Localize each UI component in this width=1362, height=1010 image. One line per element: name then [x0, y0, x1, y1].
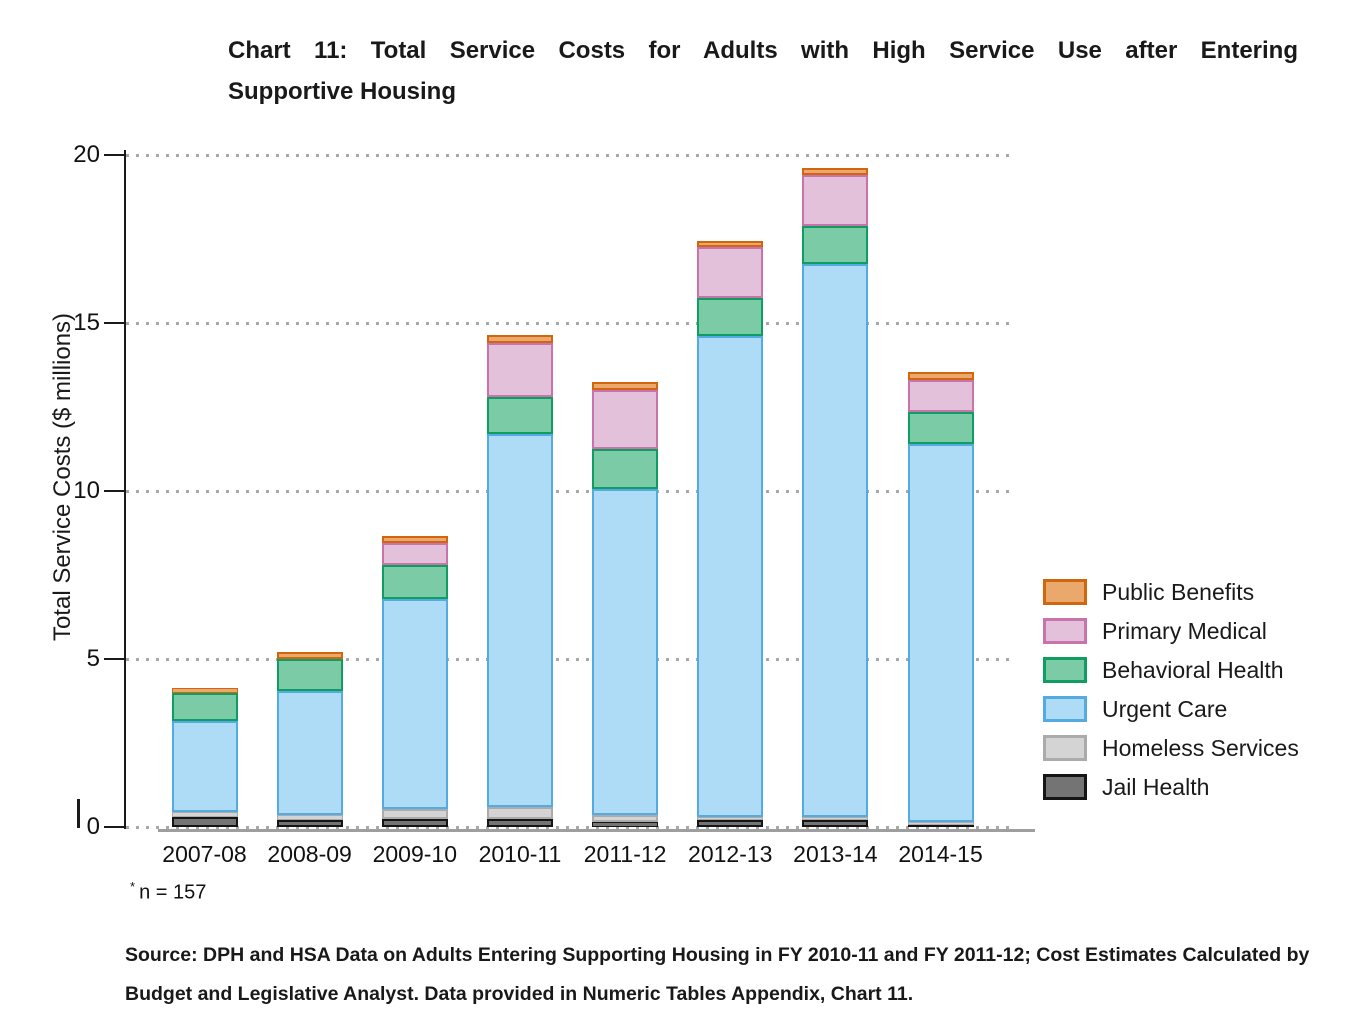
- bar-segment-urgent-care-2012-13: [697, 336, 764, 817]
- legend-label: Homeless Services: [1102, 734, 1299, 761]
- bar-segment-behavioral-health-2014-15: [907, 412, 974, 444]
- bar-segment-behavioral-health-2007-08: [171, 692, 238, 722]
- bar-segment-jail-health-2009-10: [381, 818, 448, 827]
- legend-label: Behavioral Health: [1102, 656, 1284, 683]
- bar-segment-jail-health-2008-09: [276, 820, 343, 827]
- bar-segment-homeless-services-2014-15: [907, 821, 974, 826]
- legend-swatch-icon: [1043, 579, 1087, 605]
- y-tick-label-0: 0: [86, 813, 100, 840]
- y-tick-label-10: 10: [73, 477, 100, 504]
- legend-swatch-icon: [1043, 696, 1087, 722]
- chart-title-line-2: Supportive Housing: [228, 78, 456, 105]
- bar-segment-urgent-care-2009-10: [381, 598, 448, 809]
- bar-segment-urgent-care-2007-08: [171, 721, 238, 812]
- bar-segment-urgent-care-2014-15: [907, 443, 974, 822]
- source-note: Source: DPH and HSA Data on Adults Enter…: [125, 944, 1310, 1005]
- bar-segment-public-benefits-2008-09: [276, 652, 343, 659]
- bar-segment-public-benefits-2011-12: [592, 381, 659, 391]
- y-tick-label-15: 15: [73, 309, 100, 336]
- sample-size-footnote: * n = 157: [130, 879, 206, 905]
- legend-label: Public Benefits: [1102, 578, 1255, 605]
- bar-segment-primary-medical-2014-15: [907, 380, 974, 413]
- legend-item-homeless-services: Homeless Services: [1043, 735, 1299, 761]
- legend-item-urgent-care: Urgent Care: [1043, 696, 1299, 722]
- y-tick-label-20: 20: [73, 141, 100, 168]
- x-tick-label-2008-09: 2008-09: [267, 841, 352, 867]
- bar-segment-primary-medical-2011-12: [592, 390, 659, 449]
- x-tick-label-2013-14: 2013-14: [793, 841, 878, 867]
- gridline-0: [126, 826, 1016, 829]
- legend-item-behavioral-health: Behavioral Health: [1043, 657, 1299, 683]
- bar-segment-public-benefits-2007-08: [171, 687, 238, 693]
- bar-segment-primary-medical-2012-13: [697, 247, 764, 298]
- bar-segment-homeless-services-2012-13: [697, 816, 764, 821]
- bar-segment-jail-health-2010-11: [486, 818, 553, 827]
- bar-segment-public-benefits-2012-13: [697, 240, 764, 248]
- y-tick-20: [104, 154, 124, 156]
- bar-segment-homeless-services-2009-10: [381, 808, 448, 819]
- bar-segment-homeless-services-2013-14: [802, 816, 869, 821]
- legend-label: Urgent Care: [1102, 695, 1228, 722]
- bar-segment-urgent-care-2011-12: [592, 489, 659, 816]
- chart-title: Chart 11: Total Service Costs for Adults…: [228, 30, 1298, 112]
- bar-segment-urgent-care-2010-11: [486, 433, 553, 807]
- legend-label: Jail Health: [1102, 773, 1210, 800]
- chart-legend: Public Benefits Primary Medical Behavioral…: [1043, 579, 1299, 800]
- bar-segment-homeless-services-2008-09: [276, 815, 343, 821]
- bar-segment-behavioral-health-2011-12: [592, 449, 659, 490]
- bar-segment-homeless-services-2010-11: [486, 806, 553, 819]
- x-tick-label-2010-11: 2010-11: [478, 841, 562, 867]
- footnote-text: n = 157: [139, 881, 207, 904]
- x-axis-line: [158, 829, 1035, 832]
- footnote-asterisk: *: [130, 879, 136, 894]
- bar-segment-behavioral-health-2009-10: [381, 564, 448, 599]
- bar-segment-urgent-care-2008-09: [276, 690, 343, 816]
- legend-item-jail-health: Jail Health: [1043, 774, 1299, 800]
- y-tick-5: [104, 658, 124, 660]
- bar-segment-jail-health-2011-12: [592, 821, 659, 827]
- legend-item-primary-medical: Primary Medical: [1043, 618, 1299, 644]
- bar-segment-behavioral-health-2012-13: [697, 297, 764, 337]
- bar-segment-public-benefits-2009-10: [381, 536, 448, 544]
- chart-title-line-1: Chart 11: Total Service Costs for Adults…: [228, 37, 1298, 64]
- legend-swatch-icon: [1043, 618, 1087, 644]
- legend-label: Primary Medical: [1102, 617, 1267, 644]
- legend-swatch-icon: [1043, 657, 1087, 683]
- gridline-10: [126, 490, 1016, 493]
- y-tick-15: [104, 322, 124, 324]
- legend-swatch-icon: [1043, 774, 1087, 800]
- axis-origin-stub: [77, 799, 80, 828]
- bar-segment-jail-health-2013-14: [802, 820, 869, 827]
- bar-segment-behavioral-health-2008-09: [276, 659, 343, 691]
- bar-segment-public-benefits-2010-11: [486, 334, 553, 344]
- y-tick-label-5: 5: [86, 645, 100, 672]
- bar-segment-behavioral-health-2010-11: [486, 396, 553, 434]
- gridline-15: [126, 322, 1016, 325]
- bar-segment-jail-health-2007-08: [171, 816, 238, 827]
- x-tick-label-2007-08: 2007-08: [162, 841, 247, 867]
- bar-segment-primary-medical-2010-11: [486, 343, 553, 397]
- bar-segment-public-benefits-2013-14: [802, 168, 869, 176]
- bar-segment-jail-health-2014-15: [907, 825, 974, 828]
- bar-segment-homeless-services-2007-08: [171, 811, 238, 817]
- bar-segment-homeless-services-2011-12: [592, 815, 659, 822]
- y-tick-10: [104, 490, 124, 492]
- bar-segment-public-benefits-2014-15: [907, 371, 974, 381]
- x-tick-label-2011-12: 2011-12: [583, 841, 667, 867]
- y-tick-0: [104, 826, 124, 828]
- y-axis-line: [124, 150, 126, 829]
- bar-segment-primary-medical-2009-10: [381, 543, 448, 565]
- x-tick-label-2012-13: 2012-13: [688, 841, 773, 867]
- bar-segment-primary-medical-2013-14: [802, 175, 869, 226]
- gridline-20: [126, 154, 1016, 157]
- legend-item-public-benefits: Public Benefits: [1043, 579, 1299, 605]
- bar-segment-behavioral-health-2013-14: [802, 225, 869, 265]
- legend-swatch-icon: [1043, 735, 1087, 761]
- bar-segment-urgent-care-2013-14: [802, 264, 869, 817]
- bar-segment-jail-health-2012-13: [697, 820, 764, 827]
- x-tick-label-2014-15: 2014-15: [898, 841, 983, 867]
- x-tick-label-2009-10: 2009-10: [372, 841, 457, 867]
- gridline-5: [126, 658, 1016, 661]
